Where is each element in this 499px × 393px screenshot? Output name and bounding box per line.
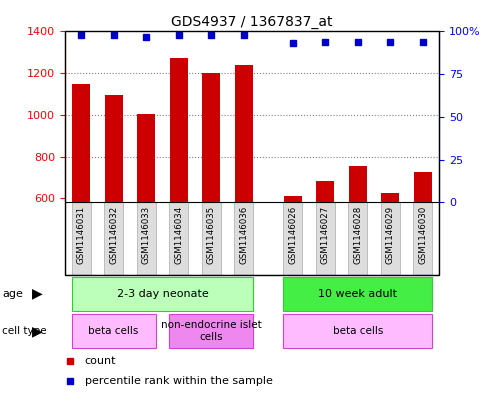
Bar [349,166,367,202]
Text: age: age [2,289,23,299]
Title: GDS4937 / 1367837_at: GDS4937 / 1367837_at [171,15,333,29]
FancyBboxPatch shape [202,202,221,275]
Text: GSM1146033: GSM1146033 [142,206,151,264]
FancyBboxPatch shape [283,277,433,311]
Text: GSM1146028: GSM1146028 [353,206,362,264]
Text: beta cells: beta cells [332,326,383,336]
FancyBboxPatch shape [71,314,156,348]
FancyBboxPatch shape [348,202,367,275]
Text: GSM1146027: GSM1146027 [321,206,330,264]
Text: GSM1146032: GSM1146032 [109,206,118,264]
FancyBboxPatch shape [137,202,156,275]
FancyBboxPatch shape [283,202,302,275]
Text: GSM1146031: GSM1146031 [77,206,86,264]
Text: ▶: ▶ [32,324,43,338]
Text: 10 week adult: 10 week adult [318,289,397,299]
Bar [235,65,253,202]
Text: percentile rank within the sample: percentile rank within the sample [85,376,273,386]
Text: ▶: ▶ [32,287,43,301]
Bar [137,114,155,202]
Text: GSM1146036: GSM1146036 [240,206,249,264]
Bar [170,57,188,202]
Text: beta cells: beta cells [88,326,139,336]
FancyBboxPatch shape [283,314,433,348]
Text: GSM1146035: GSM1146035 [207,206,216,264]
FancyBboxPatch shape [71,202,91,275]
Text: non-endocrine islet
cells: non-endocrine islet cells [161,320,261,342]
Bar [72,84,90,202]
Text: GSM1146026: GSM1146026 [288,206,297,264]
Bar [414,172,432,202]
Bar [284,196,301,202]
FancyBboxPatch shape [381,202,400,275]
FancyBboxPatch shape [315,202,335,275]
FancyBboxPatch shape [413,202,433,275]
Text: 2-3 day neonate: 2-3 day neonate [117,289,209,299]
FancyBboxPatch shape [234,202,253,275]
Text: cell type: cell type [2,326,47,336]
FancyBboxPatch shape [169,202,188,275]
Text: GSM1146029: GSM1146029 [386,206,395,264]
Bar [316,180,334,202]
FancyBboxPatch shape [104,202,123,275]
Text: count: count [85,356,116,366]
Bar [105,95,123,202]
Bar [203,73,220,202]
FancyBboxPatch shape [169,314,253,348]
Text: GSM1146030: GSM1146030 [418,206,427,264]
FancyBboxPatch shape [71,277,253,311]
Text: GSM1146034: GSM1146034 [174,206,183,264]
Bar [381,193,399,202]
